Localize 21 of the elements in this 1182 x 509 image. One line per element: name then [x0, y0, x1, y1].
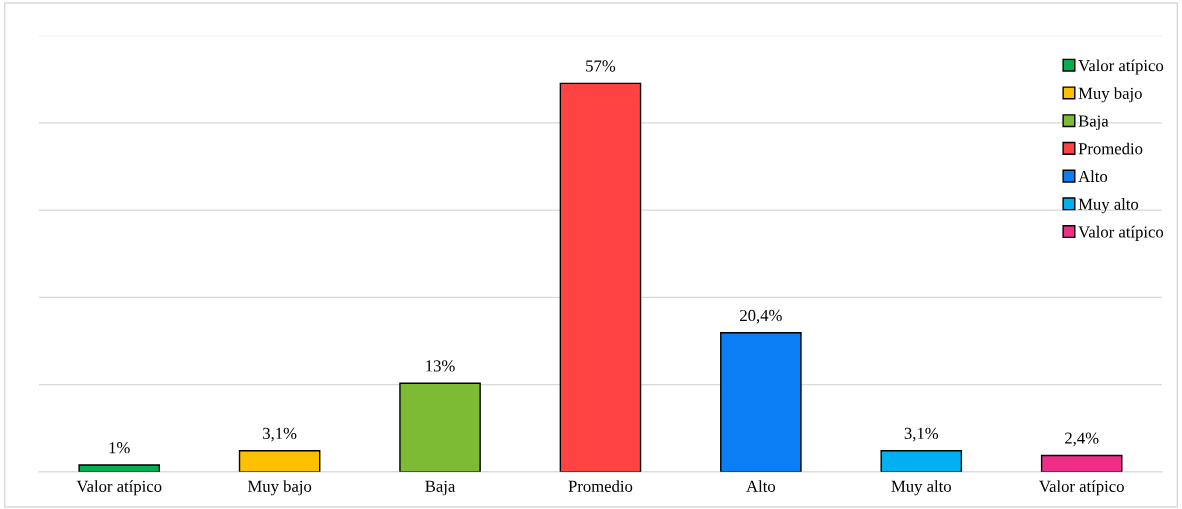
data-label: 13%	[426, 360, 455, 372]
data-label: 2,4%	[1065, 432, 1099, 447]
data-label: 20,4%	[740, 309, 782, 324]
legend-label: Promedio	[1078, 142, 1143, 155]
legend-label: Valor atípico	[1078, 225, 1164, 241]
x-tick-label: Promedio	[568, 480, 633, 492]
x-tick-label: Valor atípico	[76, 480, 162, 496]
data-label: 57%	[586, 60, 616, 72]
data-label: 1%	[109, 442, 130, 454]
legend-label: Baja	[1078, 115, 1109, 131]
legend-label: Alto	[1078, 170, 1108, 183]
legend-label: Muy alto	[1078, 198, 1139, 214]
data-label: 3,1%	[263, 427, 297, 442]
legend-label: Muy bajo	[1078, 87, 1142, 103]
data-label: 3,1%	[904, 427, 939, 442]
x-tick-label: Alto	[746, 480, 776, 492]
legend-label: Valor atípico	[1078, 59, 1164, 75]
x-tick-label: Muy bajo	[247, 480, 312, 496]
x-tick-label: Valor atípico	[1039, 480, 1124, 496]
x-tick-label: Baja	[425, 480, 456, 496]
x-tick-label: Muy alto	[891, 480, 951, 496]
